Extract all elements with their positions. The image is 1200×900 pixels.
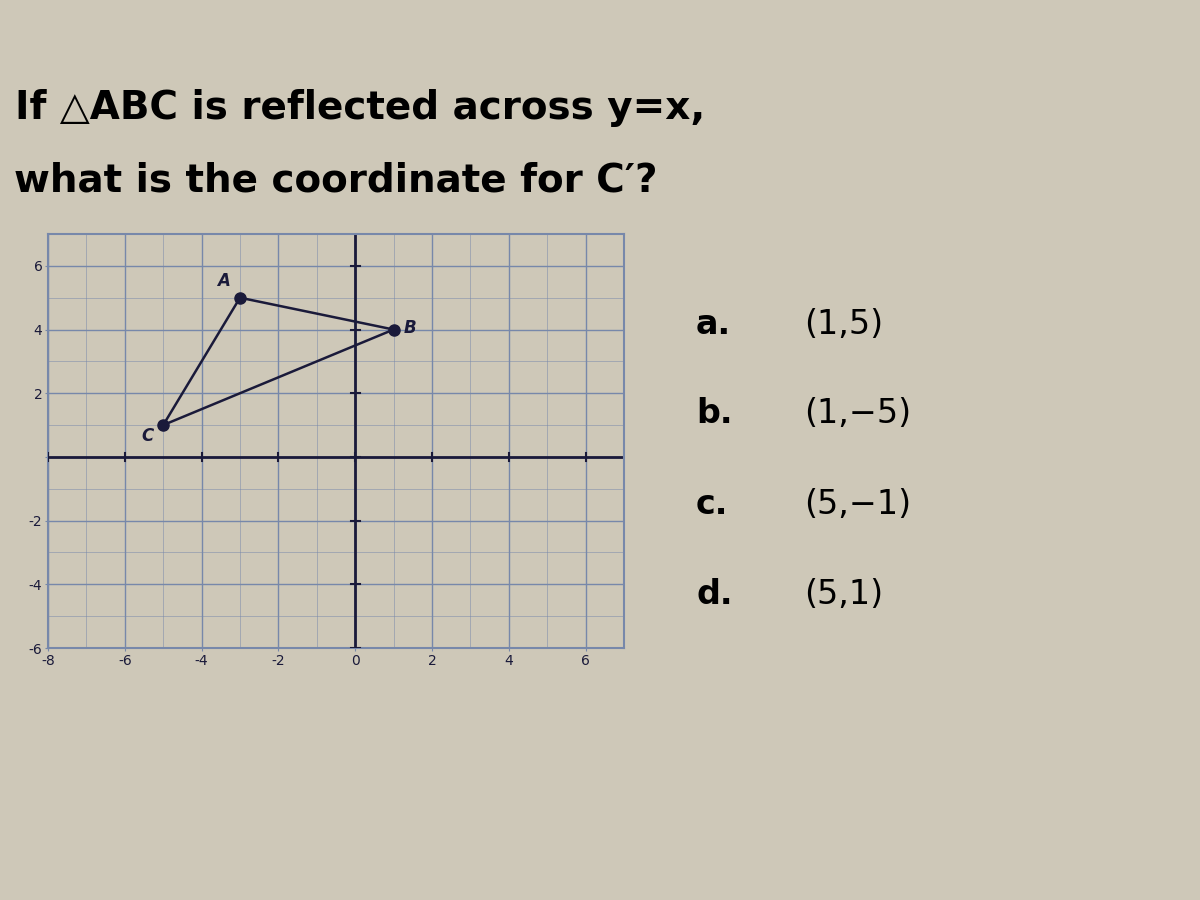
Text: (5,−1): (5,−1)	[804, 488, 911, 520]
Text: If △ABC is reflected across y=x,: If △ABC is reflected across y=x,	[14, 89, 706, 127]
Text: A: A	[217, 272, 230, 290]
Text: B: B	[403, 319, 416, 337]
Text: (5,1): (5,1)	[804, 578, 883, 610]
Text: d.: d.	[696, 578, 732, 610]
Text: what is the coordinate for C′?: what is the coordinate for C′?	[14, 161, 658, 199]
Text: (1,5): (1,5)	[804, 308, 883, 340]
Text: b.: b.	[696, 398, 732, 430]
Text: a.: a.	[696, 308, 731, 340]
Text: c.: c.	[696, 488, 728, 520]
Text: (1,−5): (1,−5)	[804, 398, 911, 430]
Text: C: C	[142, 427, 154, 445]
